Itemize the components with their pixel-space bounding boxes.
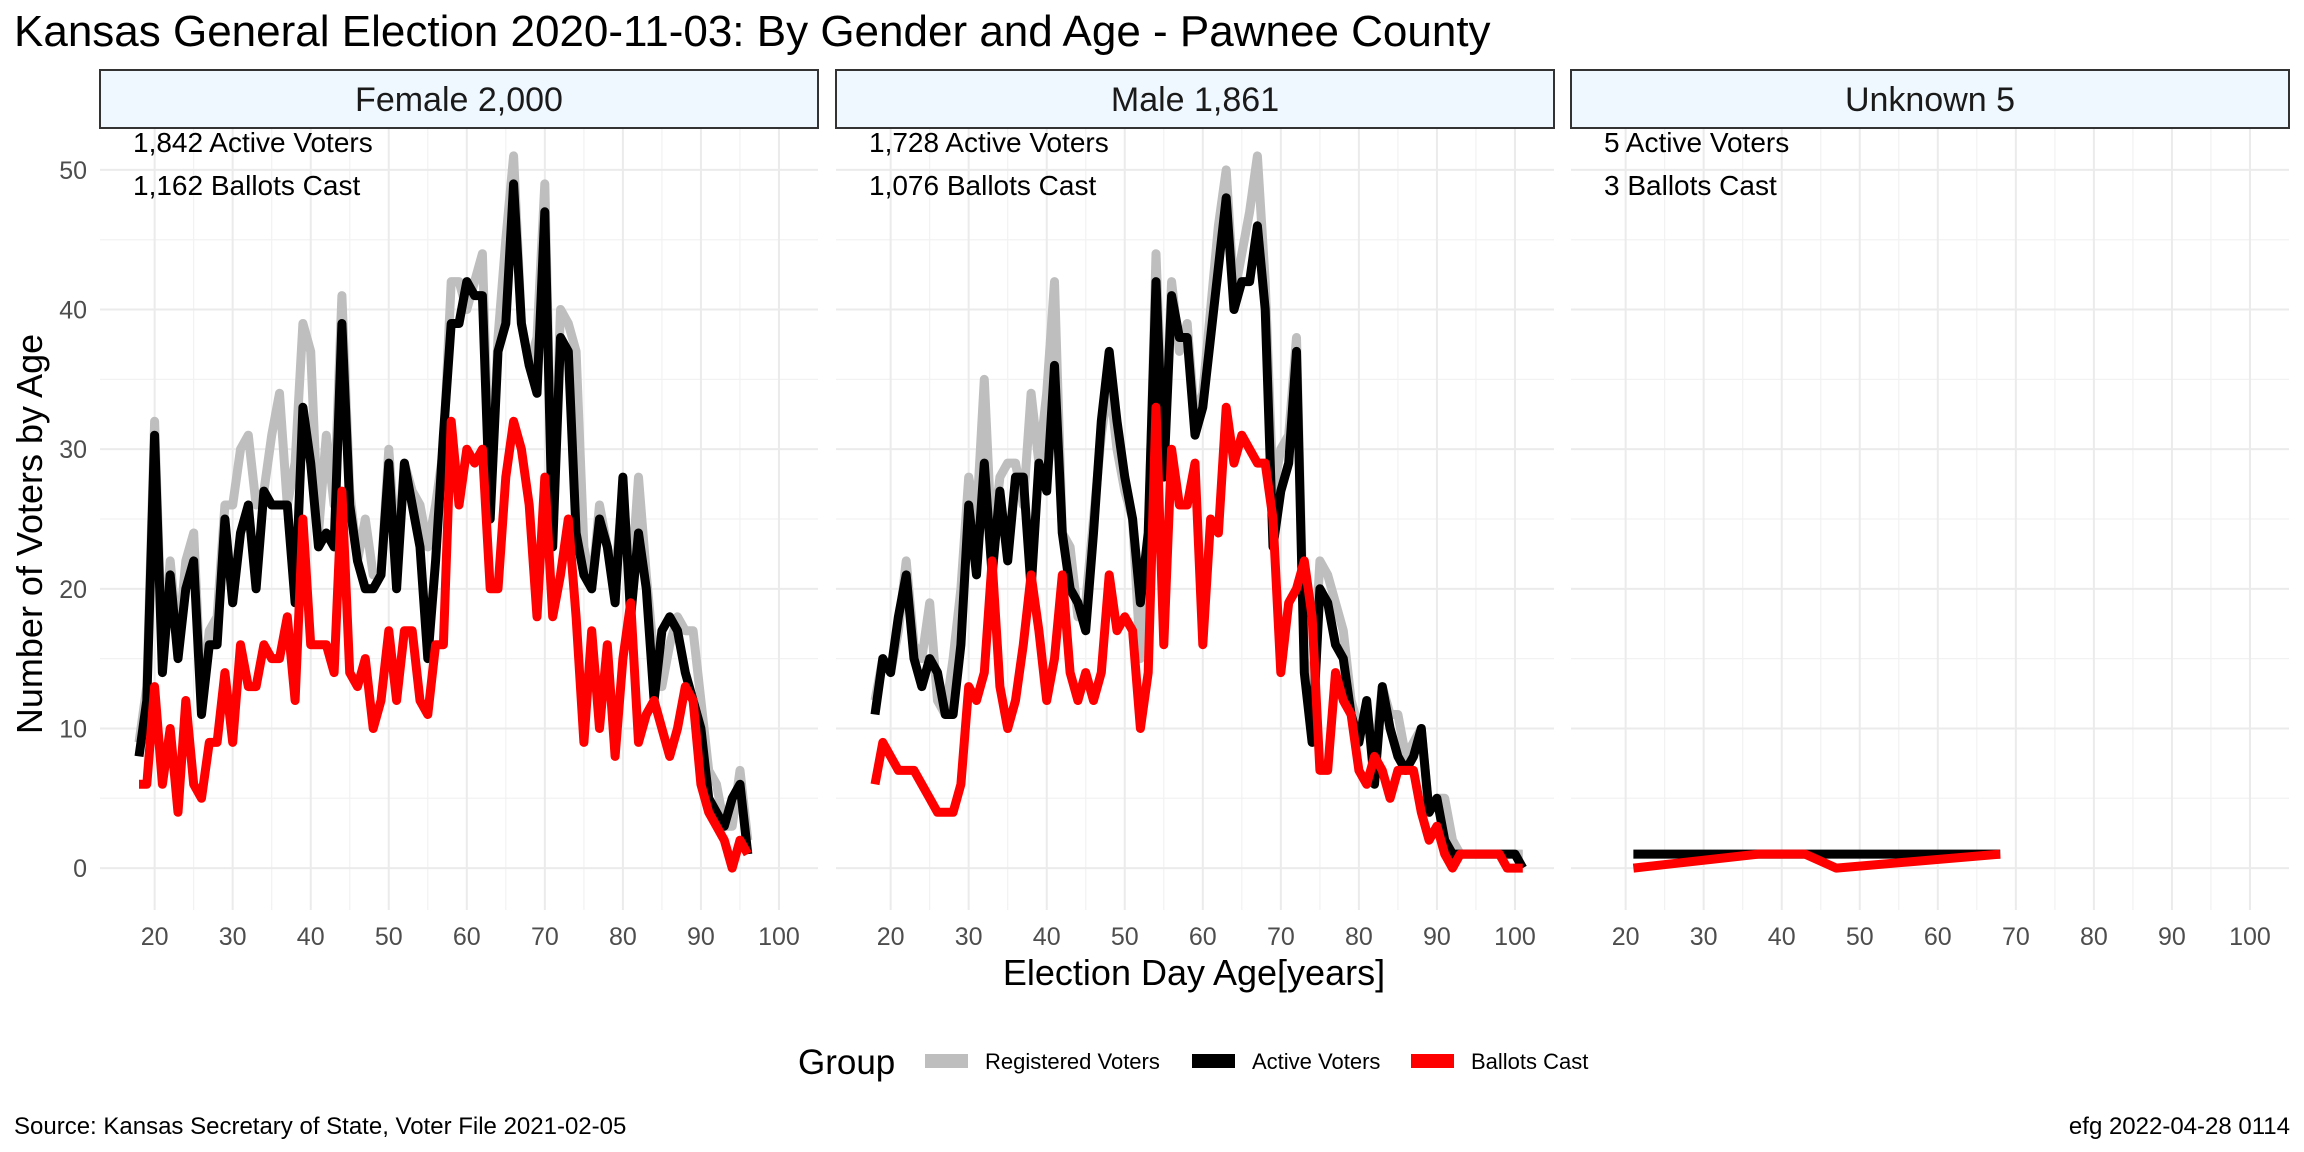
x-tick-label: 90 (2158, 923, 2186, 951)
y-tick-label: 30 (59, 436, 87, 464)
x-tick-label: 70 (2002, 923, 2030, 951)
panel-0: Female 2,000 1,842 Active Voters 1,162 Bal… (59, 69, 819, 951)
x-tick-label: 80 (2080, 923, 2108, 951)
x-tick-label: 60 (453, 923, 481, 951)
facet-strip (1570, 69, 2290, 129)
x-axis-title: Election Day Age[years] (1003, 952, 1385, 993)
caption-credit: efg 2022-04-28 0114 (2069, 1113, 2290, 1140)
x-tick-label: 60 (1924, 923, 1952, 951)
y-tick-label: 50 (59, 157, 87, 185)
facet-strip-label: Unknown 5 (1845, 81, 2015, 119)
ballots-cast-annotation: 1,076 Ballots Cast (869, 170, 1096, 201)
active-voters-annotation: 5 Active Voters (1604, 127, 1789, 158)
x-tick-label: 20 (1612, 923, 1640, 951)
y-tick-label: 20 (59, 576, 87, 604)
x-tick-label: 20 (141, 923, 169, 951)
series-line-active (134, 179, 753, 855)
x-tick-label: 20 (877, 923, 905, 951)
series-line-active (870, 193, 1527, 871)
series-line-ballots (139, 416, 752, 873)
legend: Group Registered Voters Active Voters Ba… (798, 1043, 1588, 1082)
x-tick-label: 50 (375, 923, 403, 951)
ballots-cast-annotation: 3 Ballots Cast (1604, 170, 1777, 201)
panel-2: Unknown 5 5 Active Voters 3 Ballots Cast 20… (1570, 69, 2290, 951)
x-tick-label: 90 (687, 923, 715, 951)
x-tick-label: 40 (1033, 923, 1061, 951)
x-tick-label: 30 (955, 923, 983, 951)
x-tick-label: 80 (609, 923, 637, 951)
y-tick-label: 10 (59, 715, 87, 743)
legend-label-ballots: Ballots Cast (1471, 1049, 1588, 1074)
x-tick-label: 60 (1189, 923, 1217, 951)
y-axis-title: Number of Voters by Age (9, 334, 50, 734)
panels: Female 2,000 1,842 Active Voters 1,162 Bal… (59, 69, 2290, 951)
x-tick-label: 40 (297, 923, 325, 951)
x-tick-label: 30 (1690, 923, 1718, 951)
caption-source: Source: Kansas Secretary of State, Voter… (14, 1113, 626, 1140)
x-tick-label: 50 (1111, 923, 1139, 951)
y-tick-label: 40 (59, 297, 87, 325)
series-line-ballots (1632, 849, 2001, 873)
active-voters-annotation: 1,728 Active Voters (869, 127, 1109, 158)
x-tick-label: 100 (1494, 923, 1536, 951)
x-tick-label: 100 (758, 923, 800, 951)
series-line-ballots (870, 402, 1523, 873)
x-tick-label: 70 (531, 923, 559, 951)
x-tick-label: 30 (219, 923, 247, 951)
x-tick-label: 90 (1423, 923, 1451, 951)
y-tick-label: 0 (73, 855, 87, 883)
legend-title: Group (798, 1043, 895, 1082)
facet-strip (835, 69, 1555, 129)
facet-strip-label: Female 2,000 (355, 81, 563, 119)
x-tick-label: 100 (2229, 923, 2271, 951)
facet-strip (99, 69, 819, 129)
chart-title: Kansas General Election 2020-11-03: By G… (14, 7, 1491, 56)
x-tick-label: 80 (1345, 923, 1373, 951)
x-tick-label: 70 (1267, 923, 1295, 951)
legend-label-active: Active Voters (1252, 1049, 1380, 1074)
ballots-cast-annotation: 1,162 Ballots Cast (133, 170, 360, 201)
x-tick-label: 40 (1768, 923, 1796, 951)
active-voters-annotation: 1,842 Active Voters (133, 127, 373, 158)
x-tick-label: 50 (1846, 923, 1874, 951)
facet-strip-label: Male 1,861 (1111, 81, 1279, 119)
legend-label-registered: Registered Voters (985, 1049, 1160, 1074)
